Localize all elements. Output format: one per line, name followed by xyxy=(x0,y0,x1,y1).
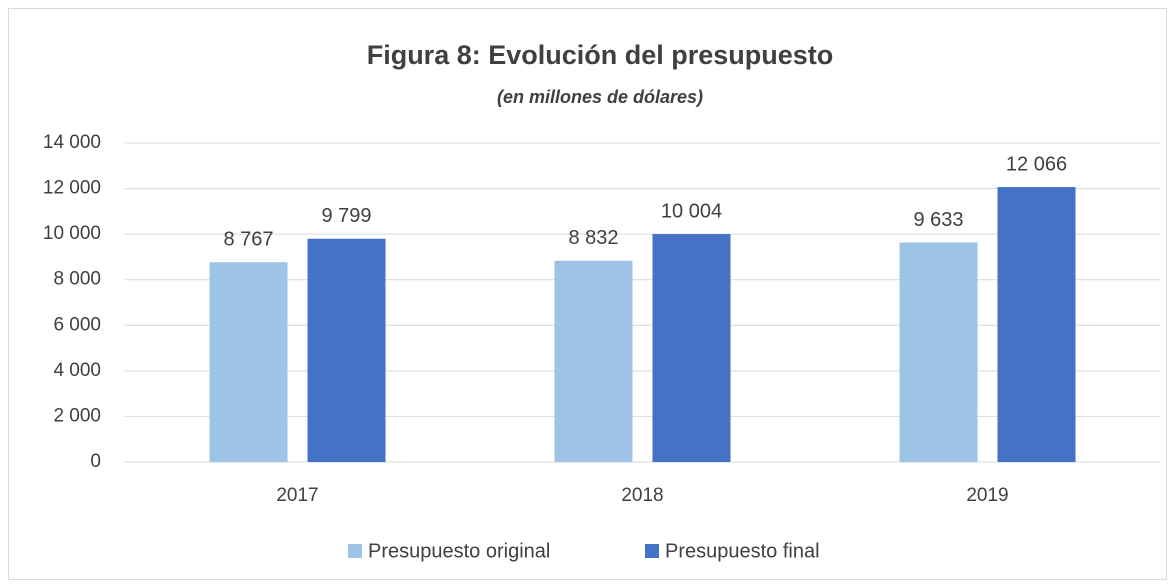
bar xyxy=(307,238,386,462)
x-tick-label: 2017 xyxy=(276,485,318,506)
data-label: 12 066 xyxy=(1006,153,1067,175)
legend-label: Presupuesto original xyxy=(368,540,550,562)
bar xyxy=(209,262,288,462)
chart-subtitle: (en millones de dólares) xyxy=(497,87,703,107)
y-tick-label: 4 000 xyxy=(53,360,101,381)
data-label: 8 767 xyxy=(223,229,273,251)
chart-title: Figura 8: Evolución del presupuesto xyxy=(367,40,834,70)
data-label: 8 832 xyxy=(568,227,618,249)
x-tick-label: 2018 xyxy=(621,485,663,506)
bar xyxy=(554,260,633,462)
legend-label: Presupuesto final xyxy=(665,540,820,562)
bar xyxy=(652,234,731,462)
legend-swatch xyxy=(645,544,659,558)
data-label: 10 004 xyxy=(661,200,722,222)
y-tick-label: 8 000 xyxy=(53,269,101,290)
bar xyxy=(997,187,1076,462)
data-label: 9 799 xyxy=(321,205,371,227)
y-tick-label: 2 000 xyxy=(53,405,101,426)
y-tick-label: 14 000 xyxy=(43,132,101,153)
data-label: 9 633 xyxy=(913,209,963,231)
y-tick-label: 12 000 xyxy=(43,178,101,199)
bar xyxy=(899,242,978,462)
x-tick-label: 2019 xyxy=(966,485,1008,506)
y-tick-label: 6 000 xyxy=(53,314,101,335)
legend-swatch xyxy=(348,544,362,558)
y-tick-label: 0 xyxy=(90,451,101,472)
y-tick-label: 10 000 xyxy=(43,223,101,244)
